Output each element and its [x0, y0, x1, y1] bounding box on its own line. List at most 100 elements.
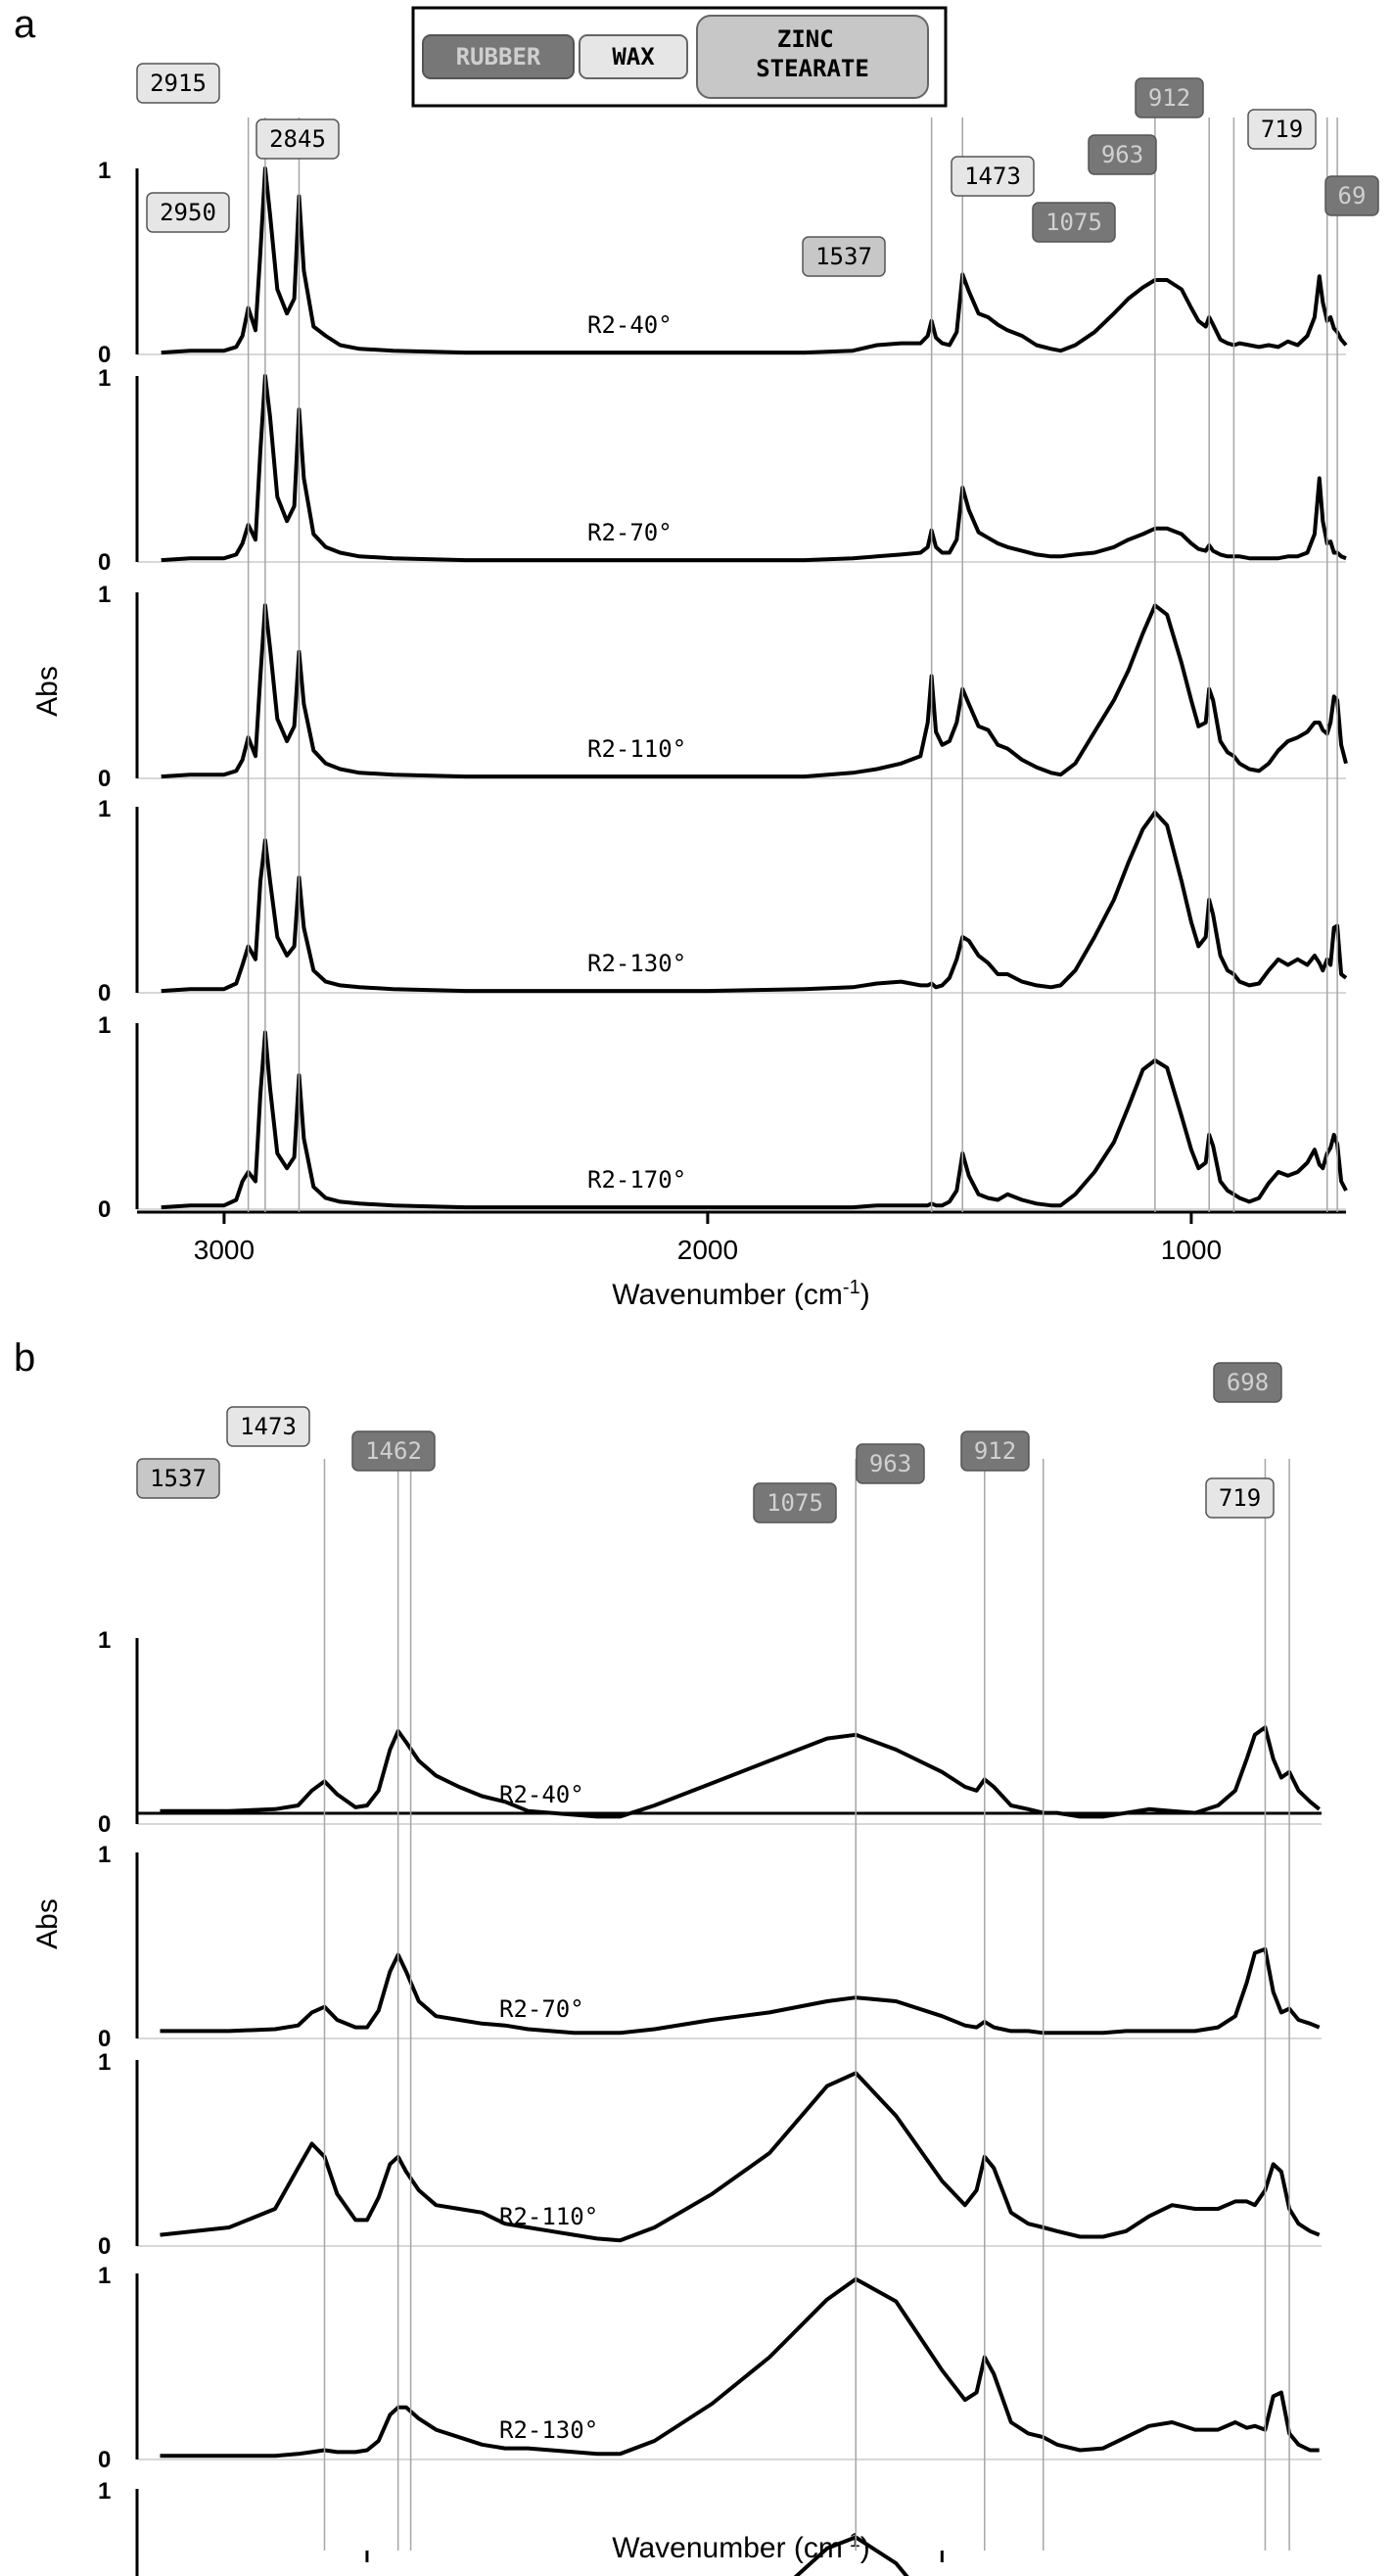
peak-label-text: 912 [1148, 84, 1190, 112]
trace-label: R2-170° [587, 1166, 686, 1194]
peak-label-text: 912 [974, 1437, 1016, 1465]
peak-label-698: 698 [1213, 1362, 1282, 1403]
peak-label-box [802, 236, 886, 277]
trace-label: R2-130° [587, 950, 686, 977]
x-tick-label: 1500 [337, 2573, 397, 2576]
peak-label-text: 719 [1261, 116, 1303, 143]
peak-label-text: 1473 [964, 163, 1021, 190]
peak-label-box [1213, 1362, 1282, 1403]
y-tick-label: 0 [98, 1196, 111, 1223]
peak-label-69: 69 [1324, 175, 1379, 216]
peak-label-912: 912 [1135, 77, 1204, 118]
peak-label-912: 912 [960, 1430, 1030, 1472]
peak-label-text: 698 [1227, 1369, 1269, 1396]
peak-label-1075: 1075 [753, 1482, 837, 1523]
trace-label: R2-70° [587, 519, 673, 546]
y-tick-label: 0 [98, 766, 111, 792]
peak-label-text: 69 [1338, 182, 1367, 210]
x-axis-title-a: Wavenumber (cm-1) [612, 1277, 869, 1311]
y-tick-label: 0 [98, 1811, 111, 1838]
peak-label-text: 2915 [150, 70, 207, 97]
y-tick-label: 1 [98, 2049, 111, 2076]
trace-label: R2-70° [499, 1995, 584, 2023]
peak-label-box [753, 1482, 837, 1523]
y-tick-label: 1 [98, 365, 111, 392]
peak-label-box [1135, 77, 1204, 118]
peak-label-box [136, 63, 220, 104]
x-tick-label: 3000 [194, 1235, 255, 1265]
peak-label-box [226, 1406, 310, 1447]
y-tick-label: 1 [98, 1842, 111, 1868]
y-tick-label: 1 [98, 1627, 111, 1654]
y-tick-label: 0 [98, 2026, 111, 2052]
peak-label-text: 1075 [1045, 209, 1102, 236]
x-tick-label: 1000 [911, 2573, 972, 2576]
spectrum-trace-a-2 [161, 603, 1348, 779]
peak-label-719: 719 [1205, 1477, 1275, 1519]
peak-label-2915: 2915 [136, 63, 220, 104]
spectrum-trace-a-1 [161, 374, 1347, 563]
peak-label-text: 1075 [766, 1489, 823, 1517]
peak-label-963: 963 [856, 1443, 925, 1484]
peak-label-box [146, 192, 230, 233]
peak-label-text: 2845 [269, 125, 326, 153]
x-tick-label: 2000 [677, 1235, 738, 1265]
peak-label-text: 2950 [160, 199, 216, 226]
peak-label-1537: 1537 [802, 236, 886, 277]
peak-label-text: 1462 [365, 1437, 422, 1465]
legend-swatch-zinc-stearate [696, 15, 929, 99]
peak-label-box [1088, 134, 1157, 175]
peak-label-box [1205, 1477, 1275, 1519]
y-tick-label: 1 [98, 1012, 111, 1039]
peak-label-text: 719 [1219, 1484, 1261, 1512]
y-tick-label: 1 [98, 796, 111, 822]
peak-label-1537: 1537 [136, 1458, 220, 1499]
trace-label: R2-130° [499, 2416, 598, 2444]
y-tick-label: 1 [98, 2478, 111, 2505]
peak-label-box [351, 1430, 436, 1472]
trace-label: R2-110° [499, 2203, 598, 2230]
y-tick-label: 0 [98, 2447, 111, 2473]
peak-label-text: 1473 [240, 1413, 297, 1440]
trace-label: R2-40° [587, 311, 673, 339]
peak-label-box [960, 1430, 1030, 1472]
peak-label-1462: 1462 [351, 1430, 436, 1472]
x-tick-label: 1000 [1161, 1235, 1222, 1265]
spectrum-trace-a-3 [161, 810, 1348, 994]
panel-b: Abs Wavenumber (cm-1) 10R2-40°10R2-70°10… [31, 1362, 1322, 2576]
peak-label-box [856, 1443, 925, 1484]
peak-label-box [1324, 175, 1379, 216]
y-tick-label: 1 [98, 158, 111, 184]
peak-label-box [951, 156, 1035, 197]
legend-swatch-wax [579, 34, 688, 79]
y-tick-label: 0 [98, 2233, 111, 2260]
peak-label-2845: 2845 [255, 118, 340, 160]
peak-label-719: 719 [1247, 109, 1317, 150]
peak-label-1473: 1473 [226, 1406, 310, 1447]
trace-label: R2-40° [499, 1781, 584, 1808]
peak-label-1075: 1075 [1032, 202, 1116, 243]
peak-label-text: 963 [1101, 141, 1143, 168]
panel-a: RUBBER WAX ZINC STEARATE Abs Wavenumber … [31, 6, 1379, 1311]
peak-label-box [1247, 109, 1317, 150]
y-tick-label: 0 [98, 342, 111, 368]
peak-label-1473: 1473 [951, 156, 1035, 197]
y-axis-title-b: Abs [31, 1898, 64, 1949]
spectrum-trace-a-4 [161, 1030, 1348, 1210]
legend-swatch-rubber [422, 34, 575, 79]
panel-label-a: a [14, 3, 36, 46]
spectrum-trace-a-0 [161, 166, 1348, 355]
legend: RUBBER WAX ZINC STEARATE [411, 6, 948, 108]
peak-label-2950: 2950 [146, 192, 230, 233]
trace-label: R2-110° [587, 735, 686, 763]
peak-label-text: 1537 [815, 243, 872, 270]
peak-label-box [1032, 202, 1116, 243]
peak-label-box [255, 118, 340, 160]
peak-label-963: 963 [1088, 134, 1157, 175]
peak-label-text: 963 [869, 1450, 911, 1477]
panel-label-b: b [14, 1336, 35, 1380]
y-tick-label: 1 [98, 2263, 111, 2289]
y-tick-label: 1 [98, 582, 111, 608]
legend-label-zinc-stearate: ZINC STEARATE [756, 25, 869, 82]
